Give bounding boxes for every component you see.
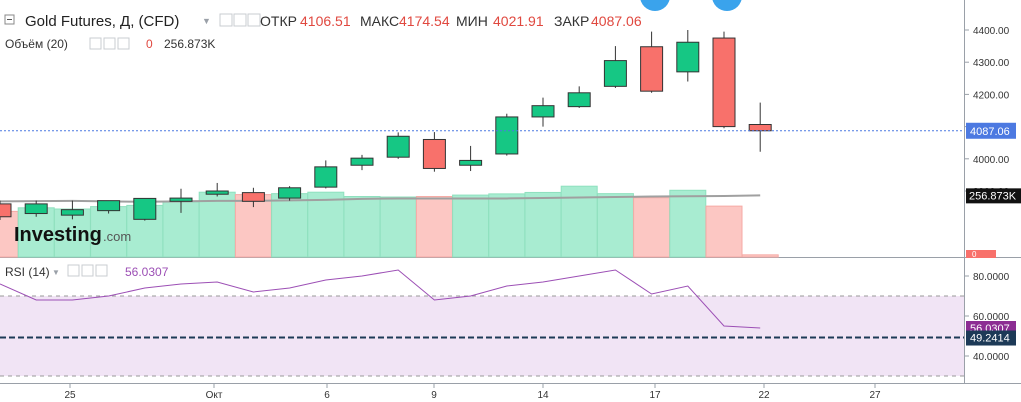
candle-body [97,200,121,212]
rsi-overbought-band [0,296,964,376]
close-label: ЗАКР [554,13,589,29]
svg-text:.com: .com [103,229,131,244]
candle-body [495,116,519,155]
rsi-settings-icon[interactable] [81,264,94,277]
volume-visibility-icon[interactable] [89,37,102,50]
volume-zero-badge: 0 [966,250,996,259]
rsi-close-icon[interactable] [95,264,108,277]
candle-body [712,37,736,128]
volume-label[interactable]: Объём (20) [5,37,68,51]
low-value: 4021.91 [493,13,544,29]
price-tick-label: 4200.00 [973,90,1010,101]
svg-text:0: 0 [972,250,977,259]
rsi-dropdown-icon[interactable]: ▼ [52,268,60,277]
volume-bar [669,189,707,258]
candle-body [531,105,555,118]
volume-bar [343,196,381,258]
volume-bar [488,193,526,258]
close-value: 4087.06 [591,13,642,29]
candle-body [314,166,338,188]
rsi-ma-badge: 49.2414 [966,330,1016,346]
candle-body [676,41,700,73]
volume-settings-icon[interactable] [103,37,116,50]
price-tick-label: 4300.00 [973,58,1010,69]
svg-text:Investing: Investing [14,224,102,246]
volume-bar [524,191,562,258]
candle-body [205,190,229,195]
rsi-tick-label: 60.0000 [973,312,1010,323]
volume-bar [198,191,236,258]
symbol-dropdown-icon[interactable]: ▼ [202,16,211,26]
candle-body [169,197,193,202]
open-value: 4106.51 [300,13,351,29]
candle-body [278,187,302,199]
volume-bar [705,205,743,258]
volume-bar [596,193,634,258]
volume-bar [271,193,309,258]
volume-badge: 256.873K [966,188,1021,204]
time-tick-label: 22 [758,390,770,401]
volume-change: 0 [146,37,153,51]
time-tick-label: 27 [869,390,881,401]
volume-bar [741,254,779,258]
event-marker[interactable] [640,0,670,11]
candle-body [603,60,627,87]
price-badge: 4087.06 [966,122,1016,139]
candle-body [748,124,772,132]
svg-text:4087.06: 4087.06 [970,126,1010,138]
high-label: МАКС [360,13,399,29]
rsi-line [0,269,761,329]
candle-body [133,197,157,220]
rsi-tick-label: 40.0000 [973,352,1010,363]
volume-ma-line [0,194,761,203]
price-tick-label: 4400.00 [973,26,1010,37]
candle-body [459,159,483,166]
rsi-visibility-icon[interactable] [67,264,80,277]
time-tick-label: 6 [324,390,330,401]
candle-body [422,138,446,169]
volume-bar [452,194,490,258]
svg-text:256.873K: 256.873K [969,190,1017,202]
candle-body [0,203,12,218]
high-value: 4174.54 [399,13,450,29]
volume-bar [379,196,417,258]
event-marker[interactable] [712,0,742,11]
volume-bar [307,191,345,258]
time-tick-label: Окт [206,390,223,401]
time-tick-label: 9 [431,390,437,401]
volume-bar [415,196,453,258]
low-label: МИН [456,13,488,29]
rsi-label[interactable]: RSI (14) [5,265,50,279]
rsi-tick-label: 80.0000 [973,272,1010,283]
chart-header: Gold Futures, Д, (CFD) ▼ ОТКР 4106.51 МА… [4,13,642,279]
open-label: ОТКР [260,13,297,29]
price-tick-label: 4000.00 [973,155,1010,166]
time-tick-label: 14 [537,390,549,401]
settings-icon[interactable] [233,13,247,27]
visibility-icon[interactable] [219,13,233,27]
time-tick-label: 25 [64,390,76,401]
rsi-value: 56.0307 [125,265,169,279]
volume-value: 256.873K [164,37,215,51]
rsi-band-lines [0,295,964,377]
candle-body [24,203,48,215]
volume-bar [90,206,128,258]
candle-body [60,209,84,216]
time-tick-label: 17 [649,390,661,401]
close-icon[interactable] [247,13,261,27]
volume-close-icon[interactable] [117,37,130,50]
candle-body [350,157,374,166]
investing-watermark: Investing .com [14,224,131,246]
candle-body [567,92,591,108]
svg-text:49.2414: 49.2414 [970,333,1010,345]
candle-body [241,192,265,202]
candle-body [640,46,664,92]
symbol-title[interactable]: Gold Futures, Д, (CFD) [25,13,179,30]
volume-bar [633,197,671,258]
candle-body [386,135,410,158]
